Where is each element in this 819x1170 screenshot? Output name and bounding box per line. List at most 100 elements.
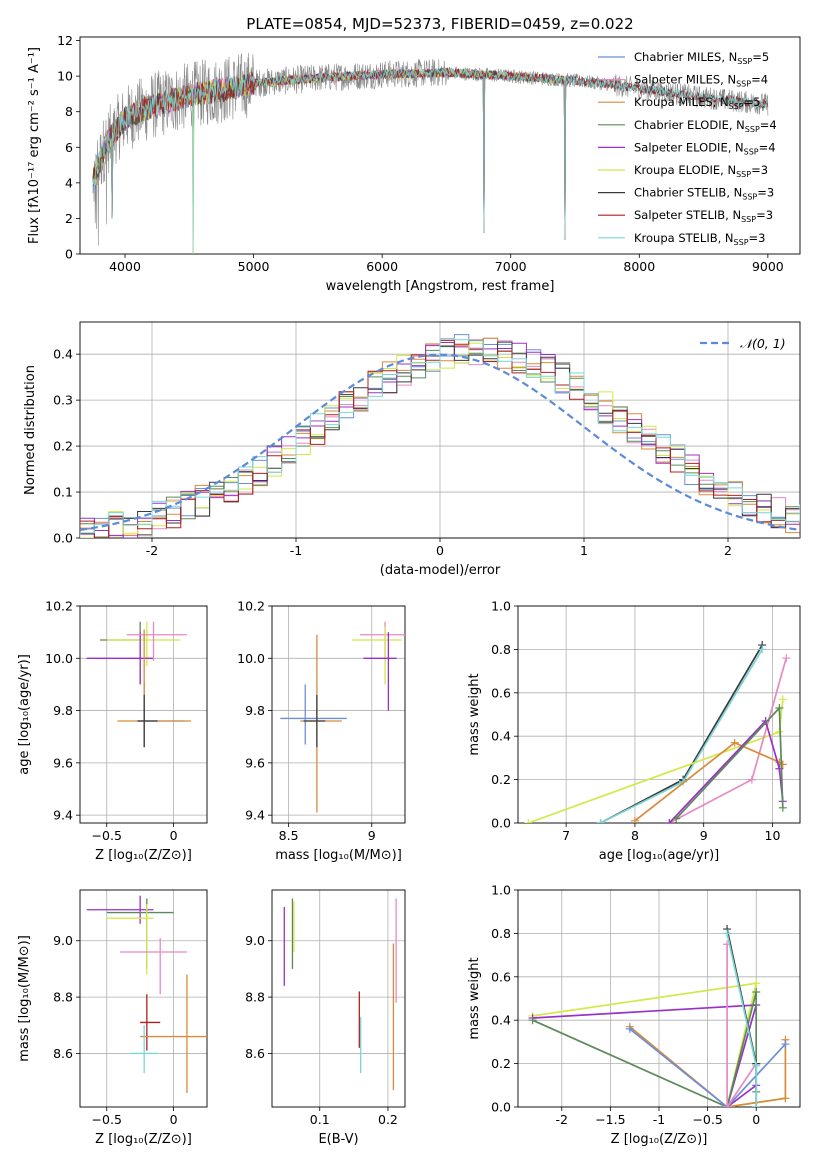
mass-weight-marker (752, 1061, 761, 1070)
legend-label: Salpeter STELIB, NSSP=3 (634, 208, 773, 224)
y-tick-label: 9.8 (245, 703, 265, 718)
x-tick-label: 0 (170, 828, 178, 843)
axes-frame (79, 321, 801, 539)
y-tick-label: 8.6 (245, 1046, 265, 1061)
mass-weight-marker (778, 803, 787, 812)
axes-mass_vs_Z: −0.5 0 8.6 8.8 9.0 Z [log₁₀(Z/Z⊙)] mass [log₁₀… (17, 889, 208, 1147)
x-tick-label: 1 (580, 543, 588, 558)
spectrum-lines (92, 52, 769, 254)
axes-mass_weight_vs_age: 7 8 9 10 0.0 0.2 0.4 0.6 0.8 1.0 age [log₁₀(age/yr… (467, 599, 801, 863)
y-tick-label: 9.6 (245, 755, 265, 770)
mass-weight-marker (730, 738, 739, 747)
legend-label: Kroupa STELIB, NSSP=3 (634, 231, 765, 247)
mass-weight-series-chabrier_stelib (600, 644, 763, 823)
x-axis-label: (data-model)/error (380, 563, 501, 578)
y-tick-label: 10.2 (237, 599, 265, 614)
y-axis-label: age [log₁₀(age/yr)] (17, 654, 32, 775)
x-tick-label: -2 (556, 1112, 568, 1127)
mass-weight-marker (524, 819, 533, 823)
histogram-steps (80, 334, 800, 538)
legend-label: Chabrier MILES, NSSP=5 (634, 50, 769, 66)
axes-frame (517, 889, 801, 1108)
x-tick-label: 0.1 (310, 1112, 330, 1127)
y-tick-label: 0.6 (491, 969, 511, 984)
y-tick-label: 8 (65, 104, 73, 119)
axes-frame (271, 605, 406, 824)
y-tick-label: 0.2 (491, 1056, 511, 1071)
x-axis-label: E(B-V) (318, 1132, 358, 1147)
axes-frame (517, 605, 801, 824)
observed-spectrum-line (92, 52, 769, 246)
mass-weight-series-salpeter_miles (726, 944, 757, 1107)
mass-weight-mass_weight_vs_Z (528, 925, 790, 1107)
errorbars-age_vs_Z (86, 621, 191, 748)
mass-weight-marker (778, 695, 787, 704)
y-tick-label: 8.8 (245, 990, 265, 1005)
y-axis-label: mass weight (467, 673, 482, 755)
x-tick-label: −1.5 (595, 1112, 625, 1127)
axes-frame (79, 605, 208, 824)
errorbars-mass_vs_ebv (283, 898, 397, 1091)
axes-mass_vs_ebv: 0.1 0.2 8.6 8.8 9.0 E(B-V) (245, 889, 406, 1147)
x-tick-label: -1 (290, 543, 302, 558)
mass-weight-marker (528, 1016, 537, 1025)
legend-label: 𝒩(0, 1) (740, 336, 786, 351)
y-tick-label: 0.6 (491, 685, 511, 700)
y-tick-label: 9.0 (53, 933, 73, 948)
errorbars-mass_vs_Z (86, 895, 207, 1093)
y-tick-label: 2 (65, 211, 73, 226)
spectrum-legend: Chabrier MILES, NSSP=5 Salpeter MILES, NS… (598, 50, 777, 247)
model-spectrum-kroupa_stelib (92, 67, 769, 254)
y-tick-label: 0.3 (53, 393, 73, 408)
axes-spectrum: 4000 5000 6000 7000 8000 9000 0 2 4 6 8 10 12 wavelen… (27, 33, 801, 294)
y-tick-label: 0.4 (491, 1013, 511, 1028)
mass-weight-marker (747, 775, 756, 784)
axes-age_vs_mass: 8.5 9 9.4 9.6 9.8 10.0 10.2 mass [log₁₀(M/M⊙)] (237, 599, 406, 863)
y-axis-label: mass weight (467, 957, 482, 1039)
mass-weight-series-salpeter_elodie (668, 719, 784, 823)
x-tick-label: 5000 (238, 259, 270, 274)
x-tick-label: 9 (368, 828, 376, 843)
x-tick-label: -2 (146, 543, 158, 558)
y-tick-label: 9.8 (53, 703, 73, 718)
mass-weight-marker (781, 1040, 790, 1049)
mass-weight-marker (665, 819, 674, 823)
y-tick-label: 1.0 (491, 883, 511, 898)
legend-label: Chabrier STELIB, NSSP=3 (634, 186, 774, 202)
y-tick-label: 0.0 (491, 1100, 511, 1115)
mass-weight-marker (781, 1094, 790, 1103)
axes-frame (271, 889, 406, 1108)
mass-weight-marker (723, 1103, 732, 1107)
y-tick-label: 10 (57, 69, 73, 84)
legend-label: Salpeter ELODIE, NSSP=4 (634, 140, 776, 156)
x-tick-label: 0 (436, 543, 444, 558)
x-tick-label: 7 (562, 828, 570, 843)
x-tick-label: −0.5 (92, 828, 122, 843)
mass-weight-mass_weight_vs_age (524, 641, 791, 823)
y-tick-label: 0 (65, 247, 73, 262)
mass-weight-marker (752, 987, 761, 996)
legend-label: Chabrier ELODIE, NSSP=4 (634, 118, 777, 134)
y-axis-label: mass [log₁₀(M/M⊙)] (17, 935, 32, 1062)
normal-curve (80, 353, 800, 531)
residual-legend: 𝒩(0, 1) (700, 336, 786, 351)
errorbars-age_vs_mass (280, 621, 405, 813)
y-tick-label: 9.0 (245, 933, 265, 948)
x-axis-label: Z [log₁₀(Z/Z⊙)] (95, 1132, 192, 1147)
x-tick-label: 7000 (495, 259, 527, 274)
x-tick-label: 0 (752, 1112, 760, 1127)
axes-frame (79, 36, 801, 255)
mass-weight-marker (775, 703, 784, 712)
x-tick-label: 8 (631, 828, 639, 843)
x-axis-label: Z [log₁₀(Z/Z⊙)] (611, 1132, 708, 1147)
figure-title: PLATE=0854, MJD=52373, FIBERID=0459, z=0… (246, 15, 633, 33)
x-tick-label: −0.5 (692, 1112, 722, 1127)
mass-weight-marker (758, 645, 767, 654)
mass-weight-marker (723, 929, 732, 938)
mass-weight-marker (630, 816, 639, 823)
x-axis-label: Z [log₁₀(Z/Z⊙)] (95, 848, 192, 863)
mass-weight-marker (752, 979, 761, 988)
y-tick-label: 0.8 (491, 642, 511, 657)
x-tick-label: 8000 (623, 259, 655, 274)
